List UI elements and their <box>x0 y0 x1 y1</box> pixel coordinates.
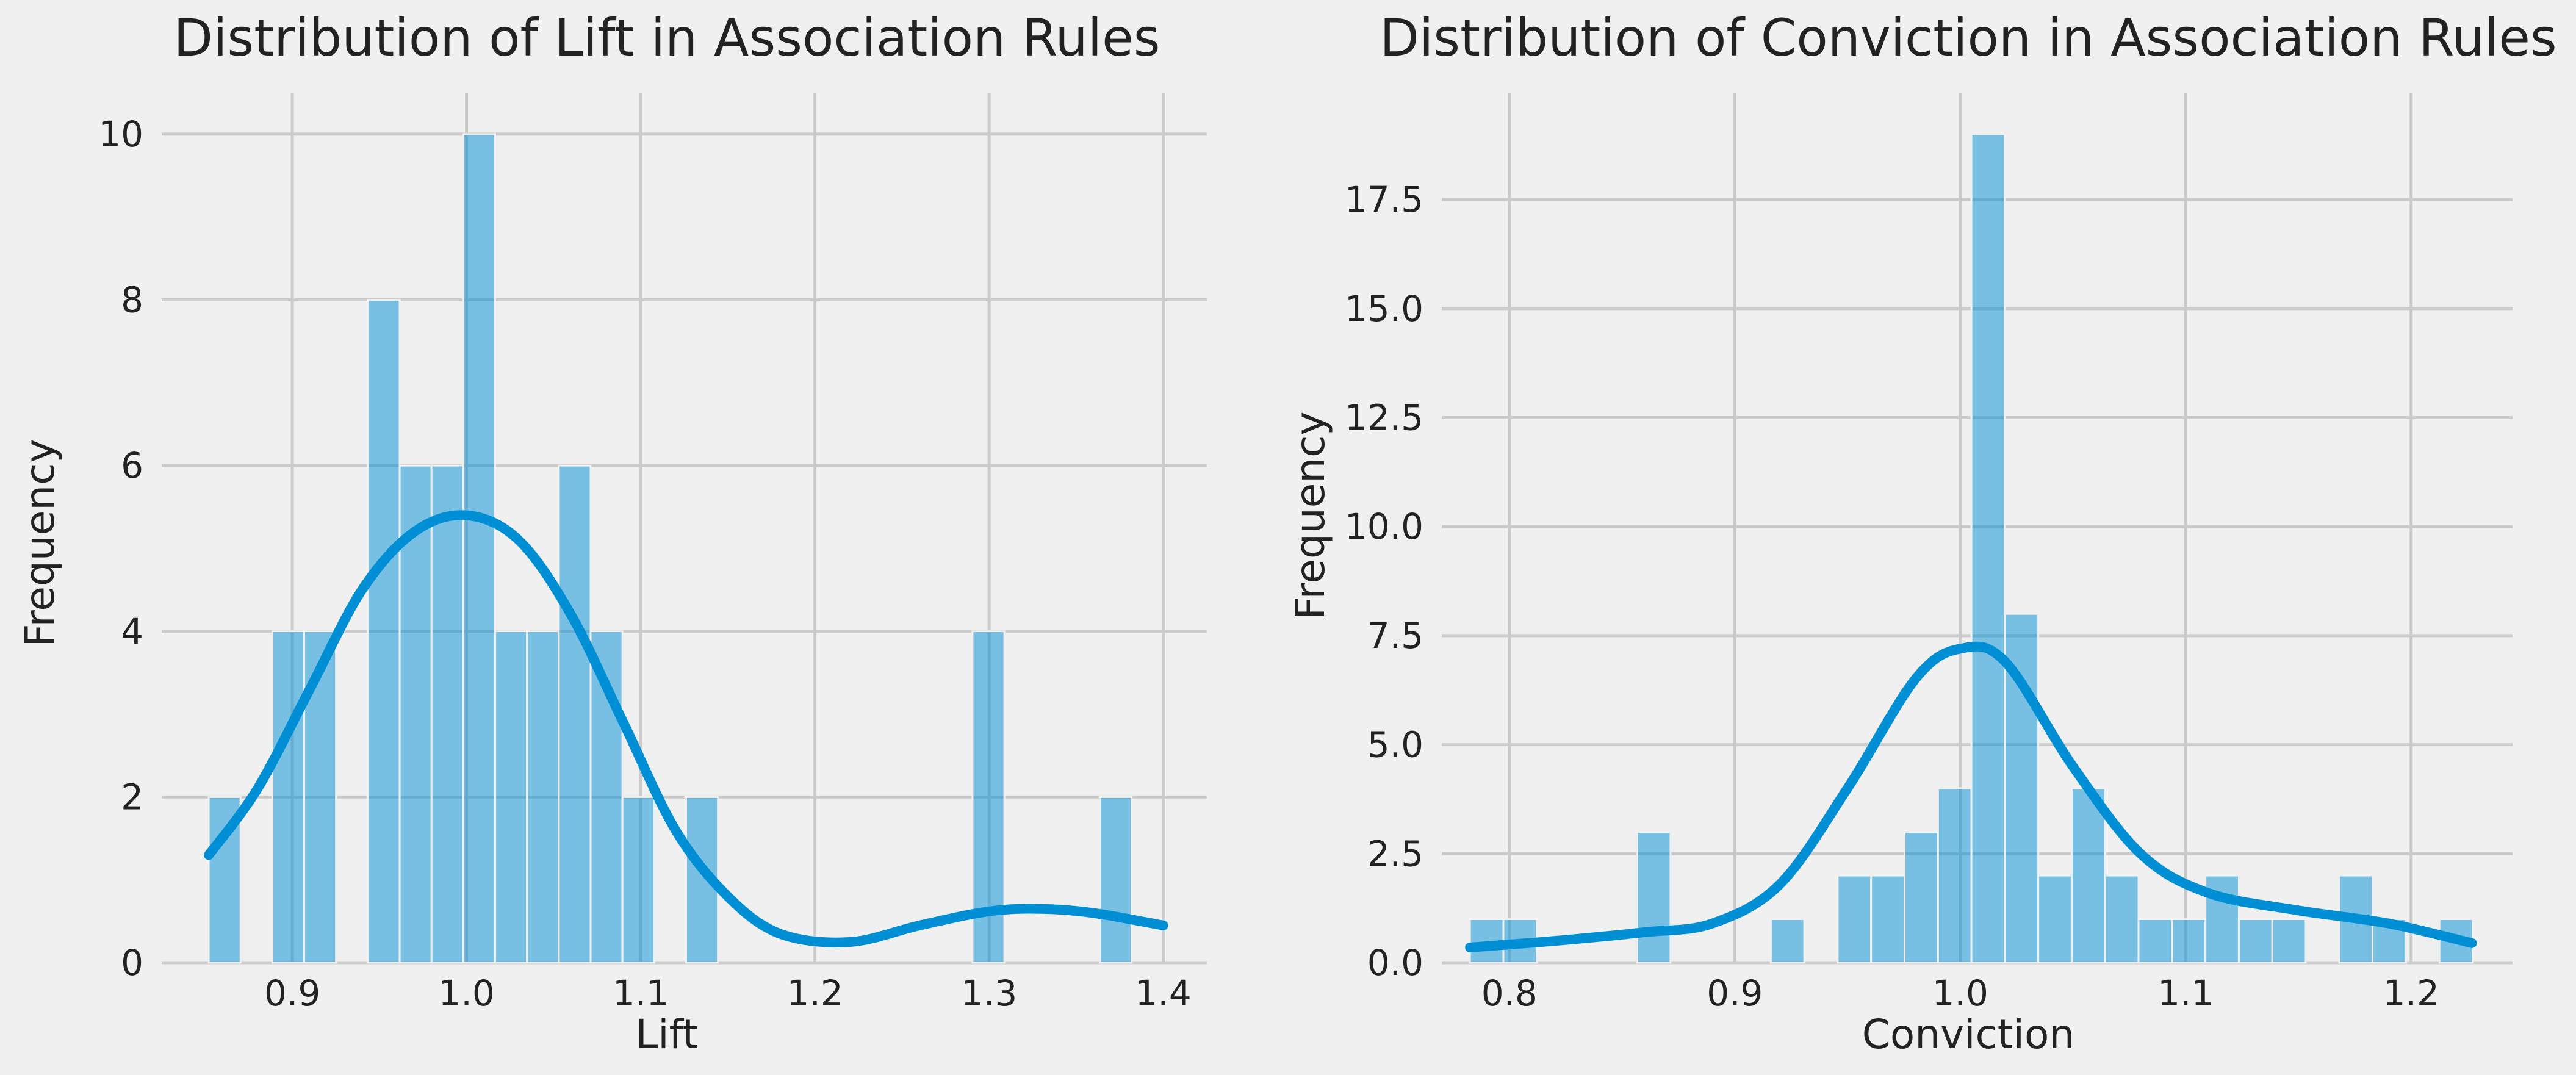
conviction-ytick-label: 0.0 <box>1367 942 1423 983</box>
conviction-ytick-label: 2.5 <box>1367 833 1423 874</box>
lift-xtick-label: 1.2 <box>787 973 843 1014</box>
lift-histogram-bar <box>207 796 242 964</box>
conviction-histogram-bar <box>2037 874 2073 964</box>
conviction-chart: 0.8 0.9 1.0 1.1 1.2 0.0 2.5 5.0 7.5 10.0 12.5 15.0… <box>1287 8 2557 1058</box>
lift-ytick-label: 8 <box>121 279 143 321</box>
conviction-histogram-bar <box>2171 918 2207 964</box>
lift-ytick-label: 0 <box>121 942 143 983</box>
conviction-xtick-label: 0.9 <box>1707 973 1763 1014</box>
lift-yticks: 0 2 4 6 8 10 <box>98 113 143 983</box>
conviction-xtick-label: 1.0 <box>1932 973 1988 1014</box>
conviction-histogram-bar <box>2104 874 2140 964</box>
lift-histogram-bar <box>271 630 306 964</box>
lift-ytick-label: 4 <box>121 611 143 652</box>
conviction-histogram-bar <box>2271 918 2307 964</box>
conviction-bars <box>1469 133 2474 964</box>
conviction-histogram-bar <box>1870 874 1905 964</box>
conviction-yticks: 0.0 2.5 5.0 7.5 10.0 12.5 15.0 17.5 <box>1345 179 1423 983</box>
conviction-histogram-bar <box>1937 787 1973 964</box>
lift-histogram-bar <box>1099 796 1133 964</box>
conviction-ytick-label: 5.0 <box>1367 724 1423 766</box>
lift-xtick-label: 1.3 <box>961 973 1017 1014</box>
lift-histogram-bar <box>367 299 401 964</box>
lift-chart: 0.9 1.0 1.1 1.2 1.3 1.4 0 2 4 6 8 10 Distribution … <box>16 8 1207 1058</box>
lift-histogram-bar <box>430 464 464 964</box>
lift-histogram-bar <box>558 464 592 964</box>
conviction-xticks: 0.8 0.9 1.0 1.1 1.2 <box>1481 973 2439 1014</box>
conviction-ytick-label: 10.0 <box>1345 506 1423 547</box>
conviction-histogram-bar <box>1970 133 2006 964</box>
conviction-histogram-bar <box>1837 874 1873 964</box>
conviction-histogram-bar <box>2137 918 2173 964</box>
conviction-y-axis-label: Frequency <box>1287 412 1334 620</box>
lift-xticks: 0.9 1.0 1.1 1.2 1.3 1.4 <box>264 973 1192 1014</box>
lift-histogram-bar <box>398 464 433 964</box>
conviction-ytick-label: 15.0 <box>1345 288 1423 329</box>
lift-histogram-bar <box>494 630 528 964</box>
conviction-ytick-label: 12.5 <box>1345 397 1423 439</box>
lift-ytick-label: 2 <box>121 776 143 818</box>
conviction-xtick-label: 1.1 <box>2157 973 2214 1014</box>
lift-y-axis-label: Frequency <box>16 439 63 647</box>
lift-ytick-label: 6 <box>121 445 143 486</box>
conviction-histogram-bar <box>2237 918 2273 964</box>
lift-kde-line <box>204 510 1168 947</box>
lift-chart-title: Distribution of Lift in Association Rule… <box>173 8 1160 68</box>
conviction-chart-title: Distribution of Conviction in Associatio… <box>1380 8 2556 68</box>
lift-xtick-label: 1.4 <box>1135 973 1192 1014</box>
lift-x-axis-label: Lift <box>635 1011 698 1058</box>
conviction-kde-line <box>1465 641 2477 952</box>
lift-xtick-label: 1.1 <box>613 973 669 1014</box>
conviction-histogram-bar <box>2070 787 2106 964</box>
conviction-histogram-bar <box>1769 918 1805 964</box>
conviction-x-axis-label: Conviction <box>1862 1011 2074 1058</box>
lift-histogram-bar <box>621 796 655 964</box>
lift-histogram-bar <box>462 133 497 964</box>
lift-xtick-label: 0.9 <box>264 973 320 1014</box>
conviction-xtick-label: 1.2 <box>2383 973 2439 1014</box>
conviction-xtick-label: 0.8 <box>1481 973 1538 1014</box>
conviction-ytick-label: 7.5 <box>1367 615 1423 656</box>
conviction-ytick-label: 17.5 <box>1345 179 1423 220</box>
lift-xtick-label: 1.0 <box>439 973 495 1014</box>
lift-ytick-label: 10 <box>98 113 143 155</box>
conviction-histogram-bar <box>1636 831 1672 964</box>
lift-histogram-bar <box>526 630 560 964</box>
conviction-histogram-bar <box>1903 831 1939 964</box>
lift-bars <box>207 133 1133 964</box>
